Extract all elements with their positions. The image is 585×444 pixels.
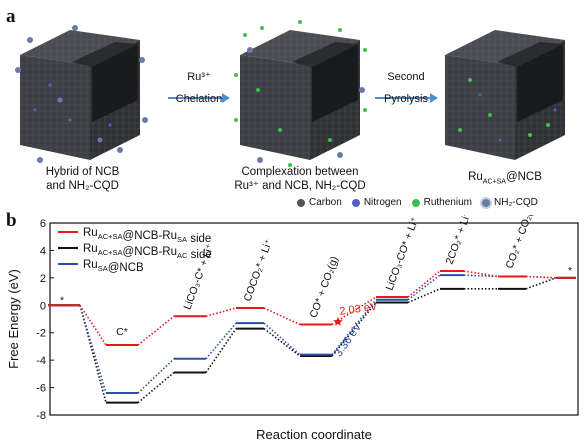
arrow1-bottom: Chelation (175, 93, 223, 105)
step-label: COCO₂* + Li⁺ (242, 237, 276, 303)
caption-right-sub: AC+SA (482, 178, 506, 186)
y-tick-label: 4 (40, 245, 46, 257)
level-connector (331, 299, 377, 356)
y-axis-label: Free Energy (eV) (6, 269, 21, 369)
free-energy-chart: -8 -6 -4 -2 0 2 4 6 Free Energy (eV) Reaction coo… (6, 215, 579, 442)
level-connector (205, 328, 237, 373)
level-connector (205, 307, 237, 318)
legend-nitrogen: Nitrogen (351, 197, 402, 208)
legend-cqd: NH₂-CQD (481, 197, 538, 208)
level-connector (205, 322, 237, 360)
y-tick-label: -2 (36, 328, 46, 340)
legend-carbon: Carbon (297, 197, 342, 208)
level-connector (407, 288, 441, 304)
nitrogen-dot-icon (351, 198, 360, 207)
legend-ruthenium-label: Ruthenium (423, 197, 472, 208)
arrow-chelation (168, 93, 230, 103)
cqd-dot-icon (481, 198, 490, 207)
level-connector (137, 371, 175, 404)
step-label: C* (116, 326, 128, 338)
legend-ruthenium: Ruthenium (411, 197, 472, 208)
step-label: CO* + CO₂(g) (308, 255, 341, 320)
arrow-pyrolysis (375, 93, 438, 103)
level-connector (331, 296, 377, 326)
chart-axes: -8 -6 -4 -2 0 2 4 6 Free Energy (eV) Reaction coo… (6, 218, 579, 442)
transition-star-icon (333, 316, 343, 326)
legend-cqd-label: NH₂-CQD (493, 197, 538, 208)
legend-nitrogen-label: Nitrogen (363, 197, 402, 208)
level-connector (79, 305, 107, 403)
step-label: * (568, 265, 572, 277)
y-tick-label: -8 (36, 410, 46, 422)
y-tick-label: -6 (36, 383, 46, 395)
level-connector (525, 277, 557, 290)
plot-frame (49, 222, 579, 416)
caption-mid-line1: Complexation between (241, 166, 359, 178)
series-2 (48, 274, 576, 395)
x-axis-label: Reaction coordinate (256, 427, 372, 442)
level-connector (79, 305, 107, 394)
caption-right-main: Ru (468, 171, 483, 183)
chart-annotations: 2.03 eV 3.36 eV (333, 301, 379, 360)
caption-left: Hybrid of NCB and NH₂-CQD (10, 165, 155, 193)
series-1 (48, 276, 576, 404)
step-label: * (60, 294, 64, 306)
arrow2-top: Second (387, 71, 425, 83)
arrow-label-pyrolysis: Second Pyrolysis (373, 70, 439, 106)
caption-left-line2: and NH₂-CQD (46, 180, 119, 192)
red-barrier-label: 2.03 eV (339, 301, 379, 318)
legend-carbon-label: Carbon (309, 197, 342, 208)
level-connector (137, 358, 175, 394)
caption-middle: Complexation between Ru³⁺ and NCB, NH₂-C… (220, 165, 380, 193)
legend-entry: RuSA@NCB (83, 259, 144, 274)
series-0 (48, 270, 576, 347)
cube-ru-complexation (234, 20, 367, 167)
step-label: LiCO₃-CO* + Li⁺ (384, 215, 422, 292)
blue-barrier-label: 3.36 eV (333, 321, 365, 359)
level-connector (463, 270, 499, 278)
panel-a-illustration (15, 20, 565, 167)
arrow2-bottom: Pyrolysis (383, 93, 428, 105)
caption-mid-line2: Ru³⁺ and NCB, NH₂-CQD (234, 180, 366, 192)
legend-entry: RuAC+SA@NCB-RuAC side (83, 243, 212, 261)
caption-right-tail: @NCB (505, 171, 542, 183)
y-tick-label: 6 (40, 218, 46, 230)
y-tick-label: -4 (36, 355, 46, 367)
panel-a-legend: Carbon Nitrogen Ruthenium NH₂-CQD (297, 197, 538, 208)
level-connector (137, 315, 175, 346)
arrow1-top: Ru³⁺ (187, 71, 211, 83)
arrow-label-chelation: Ru³⁺ Chelation (168, 70, 230, 106)
panel-b-letter: b (6, 210, 17, 231)
level-connector (79, 304, 107, 346)
level-connector (407, 270, 441, 298)
panel-a-letter: a (6, 6, 16, 27)
level-connector (525, 275, 557, 279)
ruthenium-dot-icon (411, 198, 420, 207)
legend-entry: RuAC+SA@NCB-RuSA side (83, 227, 211, 245)
caption-left-line1: Hybrid of NCB (45, 166, 120, 178)
carbon-dot-icon (297, 198, 305, 207)
level-connector (331, 302, 377, 357)
cube-ru-ac-sa-ncb (445, 30, 565, 160)
y-tick-label: 0 (40, 300, 46, 312)
y-tick-label: 2 (40, 273, 46, 285)
level-connector (263, 322, 301, 356)
cube-ncb-hybrid (15, 25, 148, 163)
chart-series (48, 270, 576, 404)
level-connector (263, 327, 301, 357)
caption-right: RuAC+SA@NCB (440, 170, 570, 189)
level-connector (407, 274, 441, 301)
level-connector (263, 307, 301, 326)
